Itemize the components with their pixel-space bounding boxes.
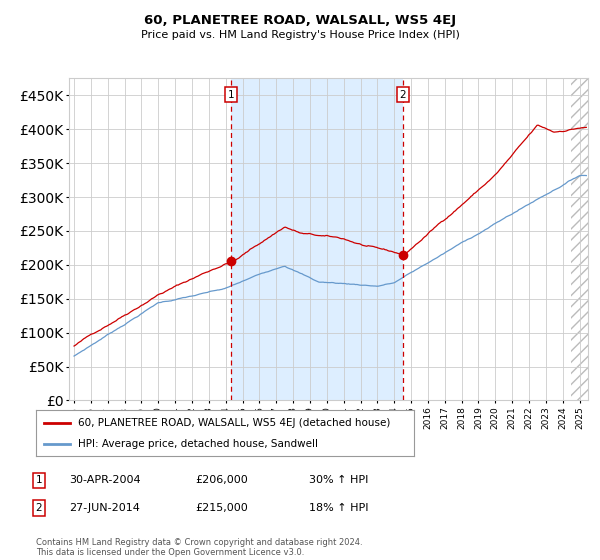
Text: 1: 1 [35, 475, 43, 486]
Text: Price paid vs. HM Land Registry's House Price Index (HPI): Price paid vs. HM Land Registry's House … [140, 30, 460, 40]
Text: 60, PLANETREE ROAD, WALSALL, WS5 4EJ: 60, PLANETREE ROAD, WALSALL, WS5 4EJ [144, 14, 456, 27]
Bar [231, 78, 403, 400]
Text: HPI: Average price, detached house, Sandwell: HPI: Average price, detached house, Sand… [77, 439, 317, 449]
Text: 2: 2 [35, 503, 43, 513]
Text: £215,000: £215,000 [195, 503, 248, 513]
Text: £206,000: £206,000 [195, 475, 248, 486]
Text: 27-JUN-2014: 27-JUN-2014 [69, 503, 140, 513]
Text: 30% ↑ HPI: 30% ↑ HPI [309, 475, 368, 486]
Text: 2: 2 [400, 90, 406, 100]
Text: 30-APR-2004: 30-APR-2004 [69, 475, 140, 486]
Bar [571, 78, 588, 400]
Text: 1: 1 [228, 90, 235, 100]
Text: 60, PLANETREE ROAD, WALSALL, WS5 4EJ (detached house): 60, PLANETREE ROAD, WALSALL, WS5 4EJ (de… [77, 418, 390, 428]
Text: 18% ↑ HPI: 18% ↑ HPI [309, 503, 368, 513]
Text: Contains HM Land Registry data © Crown copyright and database right 2024.
This d: Contains HM Land Registry data © Crown c… [36, 538, 362, 557]
